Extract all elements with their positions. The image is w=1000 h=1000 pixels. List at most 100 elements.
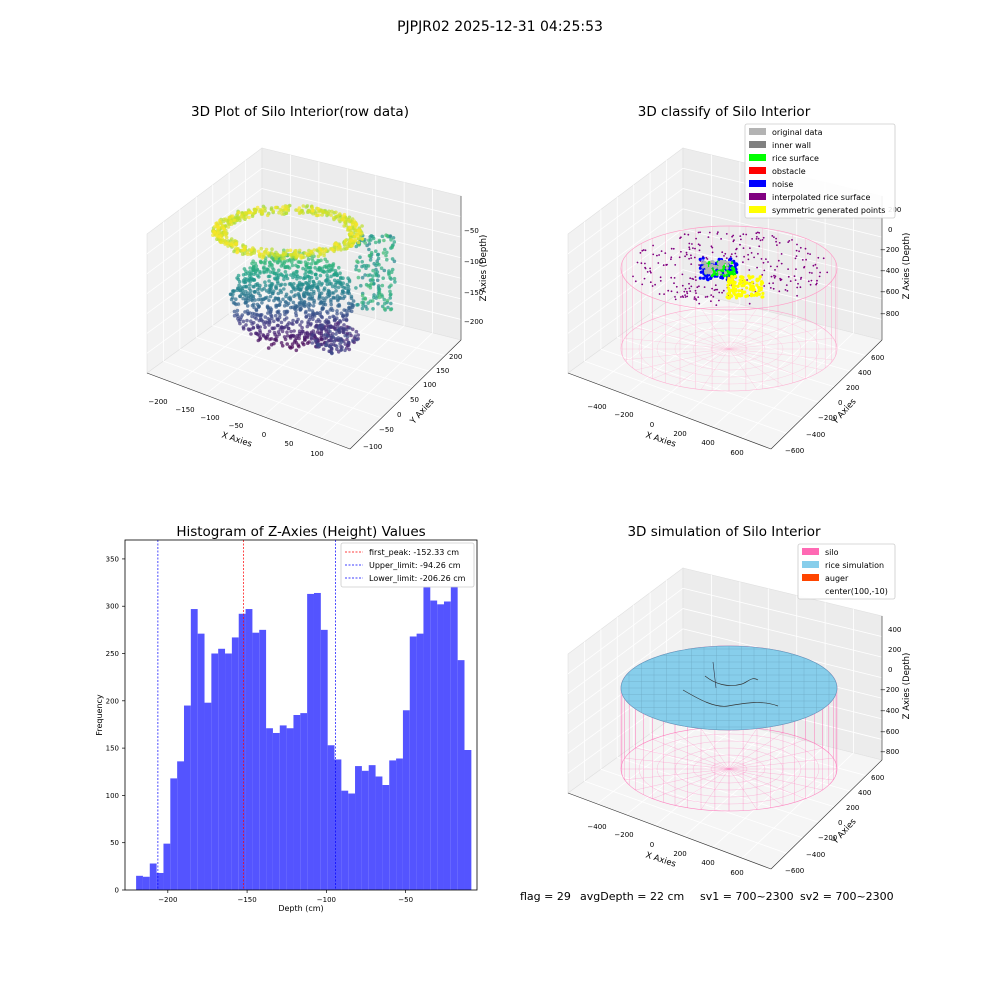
scatter-point (359, 283, 363, 288)
scatter-point (284, 292, 289, 297)
scatter-point (392, 276, 397, 281)
silo-floor-spoke (652, 348, 730, 379)
scatter-point (231, 300, 236, 305)
legend-frame (797, 543, 896, 600)
scatter-point (255, 205, 260, 210)
scatter-point (360, 237, 364, 241)
original-data-point (710, 260, 714, 264)
z-tick-label: −800 (880, 748, 899, 756)
scatter-point (340, 345, 344, 350)
classify-z-axis-label: Z Axies (Depth) (902, 233, 912, 300)
interpolated-point (748, 302, 751, 305)
scatter-point (360, 306, 365, 311)
scatter-point (269, 281, 274, 286)
legend-item: obstacle (749, 167, 806, 176)
x-tick-label: −200 (614, 831, 633, 839)
scatter-point (273, 313, 278, 318)
y-axis-line (770, 759, 883, 870)
interpolated-point (800, 276, 803, 279)
scatter-point (353, 334, 358, 339)
scatter-point (325, 333, 329, 338)
scatter-point (244, 284, 249, 289)
interpolated-point (691, 243, 693, 245)
scatter-point (375, 278, 380, 283)
legend-label: rice simulation (825, 561, 884, 570)
scatter-point (277, 303, 282, 307)
interpolated-point (698, 249, 701, 252)
scatter-point (290, 305, 295, 310)
original-data-point (710, 263, 714, 267)
scatter-point (355, 259, 359, 264)
scatter-point (289, 329, 293, 334)
scatter-point (265, 304, 270, 309)
scatter-point (230, 295, 235, 300)
interpolated-point (816, 279, 818, 282)
scatter-point (259, 246, 264, 251)
symmetric-point (751, 288, 755, 292)
symmetric-point (734, 287, 738, 291)
grid-line (682, 228, 883, 279)
scatter-point (371, 274, 375, 278)
scatter-point (320, 342, 325, 347)
interpolated-point (693, 256, 696, 259)
interpolated-point (772, 287, 775, 290)
scatter-point (273, 253, 277, 258)
scatter-point (285, 342, 290, 346)
scatter-point (375, 253, 380, 257)
interpolated-point (773, 274, 775, 277)
scatter-point (390, 245, 394, 250)
y-tick-label: −200 (818, 834, 837, 842)
scatter-point (245, 252, 250, 256)
scatter-point (335, 316, 339, 321)
scatter-point (249, 332, 253, 336)
scatter-point (270, 251, 274, 255)
scatter-point (331, 334, 335, 339)
scatter-point (306, 257, 311, 262)
interpolated-point (678, 256, 681, 259)
histogram-bar (313, 592, 321, 890)
scatter-point (319, 336, 323, 340)
scatter-point (272, 319, 276, 324)
scatter-point (339, 275, 343, 280)
panel-histogram: Histogram of Z-Axies (Height) Values −20… (95, 524, 478, 913)
scatter-point (326, 326, 331, 331)
interpolated-point (740, 238, 742, 241)
grid-line (567, 628, 684, 714)
interpolated-point (735, 255, 738, 258)
scatter-point (279, 272, 283, 276)
legend-label: inner wall (772, 141, 811, 150)
histogram-bar (327, 745, 335, 890)
interpolated-point (721, 291, 723, 294)
interpolated-point (672, 247, 675, 250)
scatter-point (254, 331, 258, 336)
interpolated-point (698, 302, 701, 305)
silo-floor-spoke (728, 312, 784, 350)
scatter-point (268, 270, 273, 274)
legend-label: Lower_limit: -206.26 cm (369, 574, 466, 583)
y-tick-label: 600 (871, 354, 884, 362)
scatter-point (280, 212, 284, 216)
grid-line (146, 249, 263, 334)
scatter-point (311, 304, 316, 308)
scatter-point (288, 281, 293, 286)
interpolated-point (717, 231, 719, 234)
scatter-point (329, 298, 333, 302)
scatter-point (331, 216, 336, 220)
scatter-point (376, 256, 381, 261)
interpolated-point (711, 246, 714, 249)
scatter-point (301, 204, 306, 208)
interpolated-point (707, 236, 710, 239)
interpolated-point (639, 252, 642, 254)
scatter-point (285, 330, 289, 335)
legend-frame (744, 123, 896, 219)
z-tick-label: −800 (880, 310, 899, 318)
interpolated-point (805, 258, 807, 261)
x-tick-label: −400 (587, 403, 606, 411)
interpolated-point (642, 249, 645, 251)
y-tick-label: −100 (363, 443, 382, 451)
histogram-bar (423, 587, 431, 890)
grid-line (261, 188, 462, 238)
x-axis-line (567, 792, 772, 870)
interpolated-point (634, 280, 637, 283)
interpolated-point (739, 235, 742, 238)
